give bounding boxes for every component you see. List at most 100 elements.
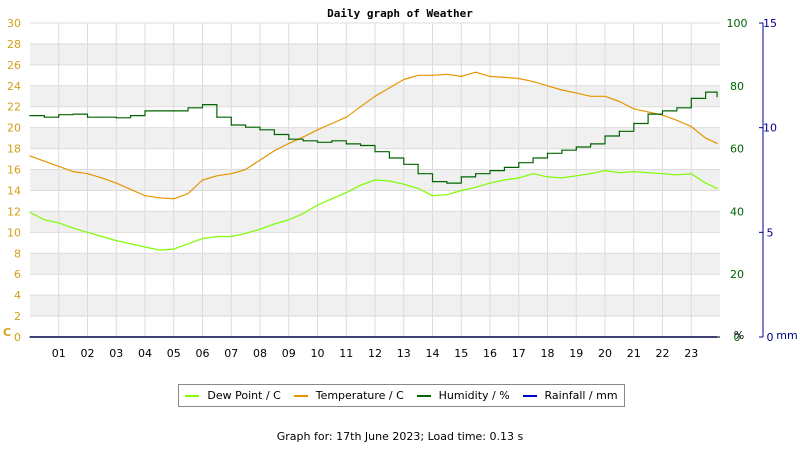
series-0-point [345, 192, 347, 194]
series-1-point [475, 71, 477, 73]
series-1-point [345, 116, 347, 118]
legend-item-humidity: Humidity / % [416, 389, 510, 402]
x-tick-label: 06 [196, 347, 210, 360]
x-tick-label: 04 [138, 347, 152, 360]
legend-item-temperature: Temperature / C [293, 389, 404, 402]
series-1-point [187, 193, 189, 195]
series-0-point [331, 198, 333, 200]
series-2-point [561, 149, 563, 151]
plot-grid [30, 22, 720, 338]
series-0-point [115, 240, 117, 242]
series-0-point [417, 187, 419, 189]
series-0-point [230, 235, 232, 238]
y-right-humidity-tick-label: 60 [730, 143, 744, 156]
y-right-rain-unit-label: mm [776, 329, 797, 342]
series-1-point [431, 74, 434, 76]
chart-legend: Dew Point / C Temperature / C Humidity /… [178, 384, 625, 407]
series-0-point [245, 232, 247, 234]
series-2-point [705, 91, 707, 93]
legend-label-rainfall: Rainfall / mm [544, 389, 618, 402]
y-left-unit-label: C [3, 326, 11, 339]
series-1-point [518, 77, 520, 80]
x-tick-label: 07 [224, 347, 238, 360]
series-0-point [158, 249, 160, 251]
series-0-point [58, 222, 60, 224]
series-2-point [29, 115, 31, 117]
y-left-tick-label: 18 [7, 143, 21, 156]
y-left-tick-label: 22 [7, 101, 21, 114]
series-0-point [705, 182, 707, 184]
series-1-point [633, 108, 635, 110]
series-2-point [273, 133, 275, 136]
series-0-point [201, 238, 204, 240]
y-right-rain-tick-label: 10 [763, 122, 777, 135]
series-1-point [259, 159, 261, 161]
series-2-point [532, 157, 534, 159]
x-tick-label: 09 [282, 347, 296, 360]
series-2-point [590, 143, 592, 145]
series-1-point [388, 87, 390, 89]
series-0-point [575, 175, 577, 177]
series-0-point [661, 173, 664, 175]
series-0-point [518, 177, 520, 179]
series-1-point [417, 74, 419, 76]
series-1-point [101, 177, 103, 179]
series-0-point [187, 243, 189, 245]
series-1-point [716, 142, 718, 144]
legend-swatch-humidity [416, 394, 431, 397]
series-2-point [546, 152, 549, 154]
series-2-point [460, 176, 462, 178]
series-2-point [130, 115, 132, 117]
series-2-point [489, 170, 491, 172]
series-0-point [446, 194, 448, 196]
y-left-tick-label: 24 [7, 80, 21, 93]
series-1-point [590, 95, 592, 97]
series-1-point [173, 198, 175, 200]
legend-swatch-dewpoint [185, 394, 200, 397]
y-left-tick-label: 12 [7, 205, 21, 218]
legend-label-temperature: Temperature / C [315, 389, 404, 402]
x-tick-label: 12 [368, 347, 382, 360]
series-1-point [446, 73, 448, 75]
series-0-point [259, 228, 261, 230]
y-left-tick-label: 2 [14, 310, 21, 323]
series-2-point [618, 130, 621, 132]
y-right-humidity-unit-label: % [734, 329, 744, 342]
series-2-point [374, 151, 376, 153]
series-0-point [403, 183, 405, 185]
series-1-point [245, 168, 247, 171]
series-2-point [360, 144, 362, 147]
series-2-point [316, 141, 319, 143]
series-1-point [216, 175, 218, 177]
series-0-point [618, 172, 621, 174]
y-right-humidity-tick-label: 0 [734, 331, 741, 344]
x-tick-label: 01 [52, 347, 66, 360]
series-1-point [115, 182, 117, 184]
series-2-point [403, 163, 405, 165]
series-0-point [360, 184, 362, 186]
y-left-tick-label: 14 [7, 184, 21, 197]
x-tick-label: 11 [339, 347, 353, 360]
series-0-point [374, 179, 376, 181]
series-1-point [230, 173, 232, 175]
series-1-point [86, 173, 89, 175]
series-1-point [158, 197, 160, 199]
series-2-point [58, 114, 60, 116]
y-right-humidity-tick-label: 80 [730, 80, 744, 93]
series-0-point [647, 172, 649, 174]
series-2-point [661, 110, 664, 112]
legend-swatch-rainfall [522, 394, 537, 397]
series-2-point [575, 146, 577, 148]
series-2-point [302, 140, 304, 142]
series-2-point [101, 116, 103, 118]
series-2-point [647, 113, 649, 115]
x-tick-label: 23 [684, 347, 698, 360]
series-1-point [29, 155, 31, 157]
series-1-point [201, 179, 204, 181]
y-left-tick-label: 8 [14, 247, 21, 260]
series-1-point [604, 95, 606, 97]
series-1-point [273, 150, 275, 152]
series-0-point [72, 227, 74, 229]
legend-item-dewpoint: Dew Point / C [185, 389, 281, 402]
